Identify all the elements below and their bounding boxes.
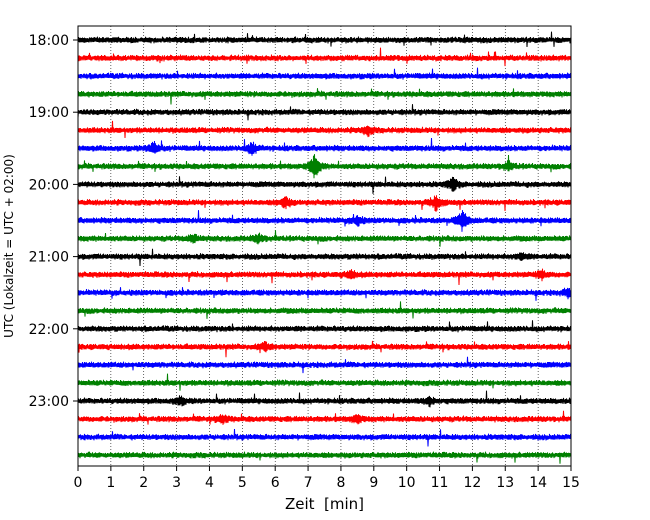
x-tick-label-8: 8 — [336, 475, 345, 491]
trace-1930 — [77, 137, 572, 156]
trace-1900 — [77, 104, 572, 121]
y-tick-label-1: 19:00 — [29, 105, 69, 121]
x-tick-label-6: 6 — [271, 475, 280, 491]
y-tick-label-2: 20:00 — [29, 177, 69, 193]
y-tick-label-0: 18:00 — [29, 33, 69, 49]
plot-frame — [77, 25, 572, 467]
trace-2200 — [77, 320, 572, 333]
trace-2045 — [77, 230, 572, 247]
trace-1830 — [77, 67, 572, 80]
y-tick-label-3: 21:00 — [29, 250, 69, 266]
trace-2230 — [77, 356, 572, 374]
y-tick-label-4: 22:00 — [29, 322, 69, 338]
x-tick-label-15: 15 — [562, 475, 580, 491]
x-tick-label-3: 3 — [172, 475, 181, 491]
x-tick-label-14: 14 — [529, 475, 547, 491]
y-axis-ticks: 18:00 19:00 20:00 21:00 22:00 23:00 — [29, 33, 78, 410]
trace-2345 — [77, 451, 572, 464]
trace-2315 — [77, 410, 572, 425]
trace-1845 — [77, 88, 572, 105]
trace-2130 — [77, 287, 572, 301]
trace-2000 — [77, 176, 572, 194]
trace-1915 — [77, 120, 572, 139]
x-tick-label-0: 0 — [74, 475, 83, 491]
x-tick-label-12: 12 — [463, 475, 481, 491]
x-tick-label-2: 2 — [139, 475, 148, 491]
x-axis-label: Zeit [min] — [285, 495, 364, 513]
x-tick-label-13: 13 — [496, 475, 514, 491]
trace-2030 — [77, 210, 572, 232]
y-axis-label: UTC (Lokalzeit = UTC + 02:00) — [2, 154, 16, 338]
x-tick-label-11: 11 — [431, 475, 449, 491]
seismogram-traces — [77, 31, 572, 464]
y-tick-label-5: 23:00 — [29, 394, 69, 410]
grid-lines — [110, 26, 539, 466]
x-axis-ticks: 0 1 2 3 4 5 6 7 8 9 10 11 12 13 14 15 — [74, 466, 580, 491]
trace-2100 — [77, 248, 572, 267]
trace-2015 — [77, 195, 572, 212]
trace-2300 — [77, 390, 572, 408]
trace-2330 — [77, 428, 572, 447]
x-tick-label-9: 9 — [369, 475, 378, 491]
trace-2215 — [77, 340, 572, 358]
x-tick-label-10: 10 — [398, 475, 416, 491]
trace-2145 — [77, 301, 572, 319]
trace-1800 — [77, 31, 572, 48]
x-tick-label-1: 1 — [106, 475, 115, 491]
x-tick-label-7: 7 — [304, 475, 313, 491]
trace-2245 — [77, 373, 572, 391]
trace-2115 — [77, 268, 572, 286]
x-tick-label-4: 4 — [205, 475, 214, 491]
x-tick-label-5: 5 — [238, 475, 247, 491]
trace-1815 — [77, 47, 572, 67]
trace-1945 — [77, 154, 572, 179]
